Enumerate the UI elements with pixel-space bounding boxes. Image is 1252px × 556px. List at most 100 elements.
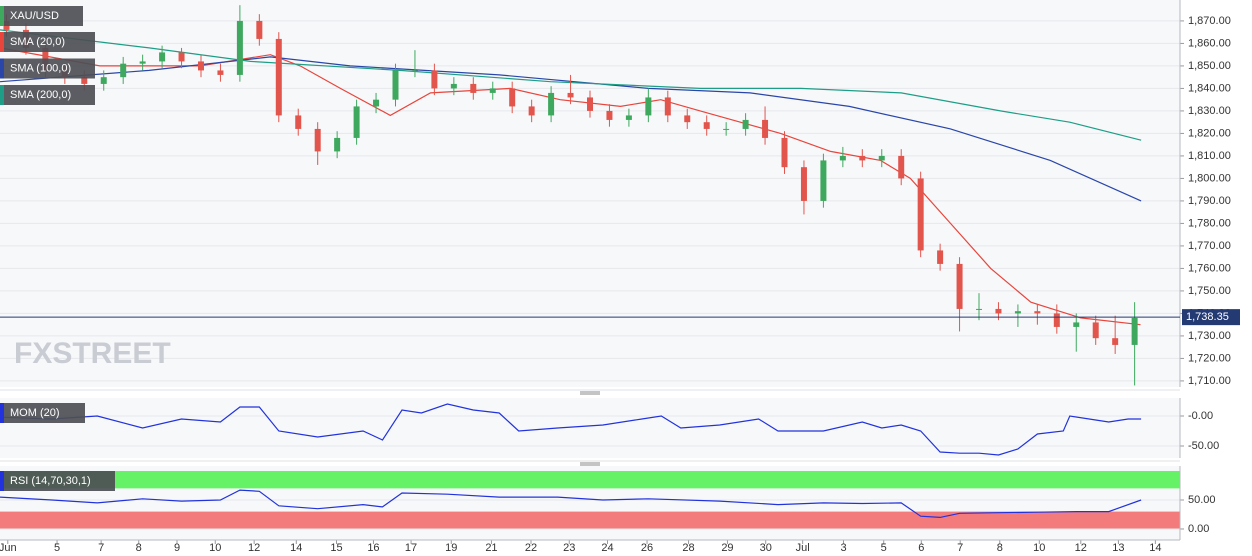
candle-body	[314, 128, 321, 152]
candle-body	[100, 77, 107, 84]
candle-body	[275, 38, 282, 116]
candle-body	[781, 137, 788, 168]
candle-body	[489, 88, 496, 93]
candle-body	[976, 308, 983, 310]
candle-body	[373, 99, 380, 107]
x-tick-label: 24	[601, 542, 613, 554]
candle-body	[587, 97, 593, 111]
x-tick-label: 30	[760, 542, 772, 554]
candle-body	[120, 63, 127, 78]
legend-label: SMA (20,0)	[10, 36, 65, 48]
band	[0, 470, 1180, 489]
candle-body	[625, 115, 632, 120]
candle-body	[450, 83, 457, 89]
candle-body	[684, 115, 691, 123]
x-tick-label: 10	[1033, 542, 1045, 554]
sma-line	[0, 56, 1142, 202]
candle-body	[236, 20, 243, 75]
x-tick-label: Jul	[796, 542, 810, 554]
y-tick-label: -0.00	[1188, 410, 1213, 422]
candle-body	[703, 122, 710, 129]
indicator-line	[0, 403, 1142, 456]
legend-label: SMA (100,0)	[10, 62, 71, 74]
band	[0, 511, 1180, 529]
legend-swatch	[0, 403, 4, 423]
legend-box	[0, 32, 95, 52]
y-tick-label: 1,720.00	[1188, 352, 1231, 364]
legend-box	[0, 58, 95, 79]
candle-body	[606, 110, 613, 120]
legend-box	[0, 403, 85, 423]
x-tick-label: Jun	[0, 542, 17, 554]
indicator-line	[0, 489, 1142, 519]
candle-body	[528, 106, 535, 116]
candle-body	[392, 70, 399, 100]
x-tick-label: 14	[1149, 542, 1161, 554]
legend-label: RSI (14,70,30,1)	[10, 475, 91, 487]
y-tick-label: 1,850.00	[1188, 60, 1231, 72]
legend-box	[0, 471, 115, 491]
y-tick-label: 1,750.00	[1188, 285, 1231, 297]
candle-body	[411, 70, 418, 72]
candle-body	[197, 61, 204, 71]
x-tick-label: 26	[641, 542, 653, 554]
candle-body	[742, 119, 749, 129]
y-tick-label: 1,860.00	[1188, 37, 1231, 49]
candle-body	[81, 77, 88, 84]
candle-body	[878, 155, 885, 161]
candle-body	[159, 52, 166, 62]
candle-body	[956, 263, 963, 309]
legend-box	[0, 6, 83, 26]
separator	[0, 389, 1180, 466]
candle-body	[917, 178, 924, 251]
x-tick-label: 5	[881, 542, 887, 554]
candle-body	[1034, 311, 1041, 314]
x-tick-label: 21	[485, 542, 497, 554]
x-tick-label: 10	[209, 542, 221, 554]
candle-body	[859, 155, 866, 161]
candle-body	[645, 97, 652, 116]
candle-body	[898, 155, 905, 179]
x-tick-label: 6	[918, 542, 924, 554]
candle-body	[353, 106, 360, 138]
y-tick-label: 1,870.00	[1188, 15, 1231, 27]
candle-body	[1014, 311, 1021, 314]
candle-body	[217, 70, 224, 75]
candle-body	[334, 137, 341, 152]
candle-body	[762, 119, 769, 138]
legend-label: SMA (200,0)	[10, 89, 71, 101]
y-tick-label: 1,710.00	[1188, 375, 1231, 387]
candle-body	[470, 83, 477, 93]
candle-body	[139, 61, 146, 64]
x-tick-label: 19	[445, 542, 457, 554]
y-tick-label: 50.00	[1188, 494, 1216, 506]
x-tick-label: 5	[54, 542, 60, 554]
watermark: FXSTREET	[14, 337, 171, 370]
x-tick-label: 7	[957, 542, 963, 554]
x-tick-label: 17	[405, 542, 417, 554]
x-tick-label: 13	[1112, 542, 1124, 554]
y-tick-label: 1,840.00	[1188, 82, 1231, 94]
x-tick-label: 23	[563, 542, 575, 554]
candle-body	[839, 155, 846, 161]
candle-body	[1073, 322, 1080, 327]
x-tick-label: 14	[290, 542, 302, 554]
candle-body	[1092, 322, 1099, 339]
y-tick-label: 1,810.00	[1188, 150, 1231, 162]
candle-body	[820, 160, 827, 201]
y-tick-label: 1,820.00	[1188, 127, 1231, 139]
legend-label: XAU/USD	[10, 10, 59, 22]
candle-body	[295, 115, 302, 129]
y-tick-label: 1,830.00	[1188, 105, 1231, 117]
candle-body	[1053, 313, 1060, 327]
candle-body	[995, 308, 1002, 314]
legend-swatch	[0, 6, 4, 26]
mom-panel	[0, 398, 1180, 458]
legend-swatch	[0, 471, 4, 491]
candle-body	[178, 52, 185, 62]
candle-body	[937, 250, 944, 264]
candle-body	[509, 88, 516, 107]
candle-body	[1112, 338, 1119, 345]
y-tick-label: 1,730.00	[1188, 330, 1231, 342]
